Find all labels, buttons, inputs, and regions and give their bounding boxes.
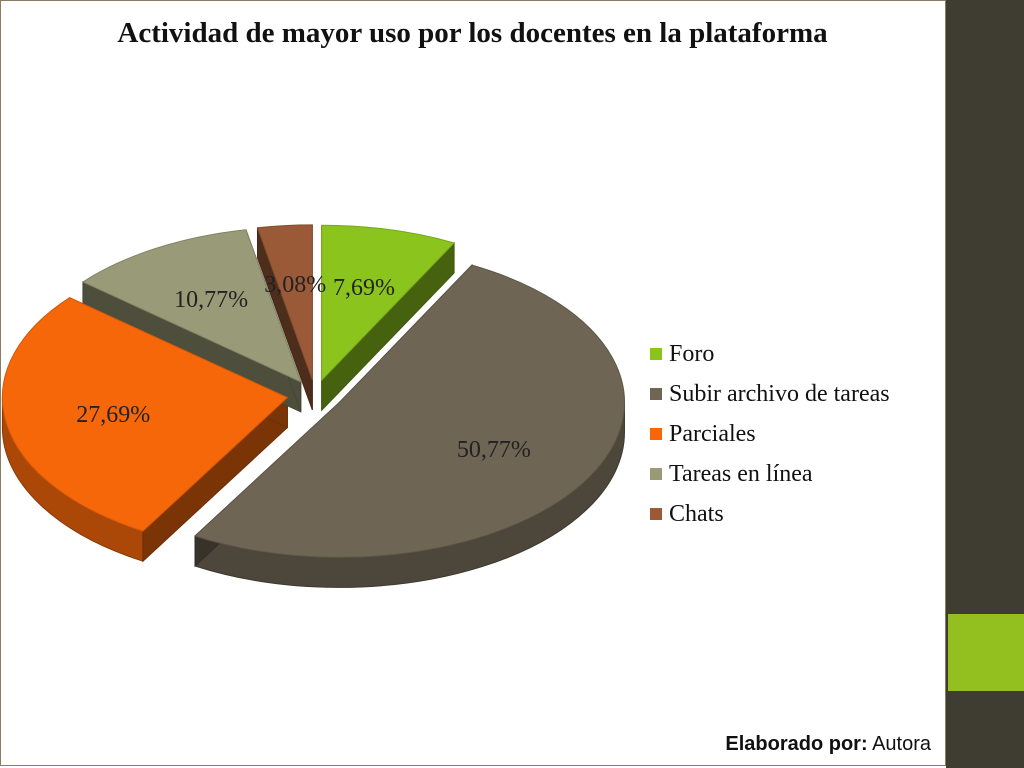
legend-label: Foro (669, 340, 715, 367)
data-label-parciales: 27,69% (76, 402, 150, 428)
legend-item: Chats (650, 494, 945, 534)
legend-swatch (650, 508, 662, 520)
legend-item: Parciales (650, 414, 945, 454)
legend-label: Tareas en línea (669, 460, 813, 487)
chart-legend: Foro Subir archivo de tareas Parciales Tare… (650, 334, 945, 534)
data-label-foro: 7,69% (333, 275, 395, 301)
legend-label: Parciales (669, 420, 756, 447)
data-label-subir-archivo-de-tareas: 50,77% (457, 437, 531, 463)
pie-top-layer (1, 224, 625, 558)
legend-label: Chats (669, 500, 724, 527)
legend-item: Foro (650, 334, 945, 374)
pie-slice-chats (256, 224, 313, 381)
pie-slice-subir-archivo-de-tareas (194, 264, 625, 558)
credit-label: Elaborado por: (725, 733, 868, 755)
pie-label-layer: 7,69% 50,77% 27,69% 10,77% 3,08% (76, 272, 531, 463)
data-label-chats: 3,08% (264, 272, 326, 298)
chart-title: Actividad de mayor uso por los docentes … (117, 17, 828, 49)
legend-item: Tareas en línea (650, 454, 945, 494)
legend-swatch (650, 468, 662, 480)
decorative-accent-block (948, 614, 1024, 691)
credit-line: Elaborado por: Autora (725, 733, 931, 756)
credit-value: Autora (872, 733, 931, 755)
pie-slice-tareas-en-linea (81, 229, 302, 383)
pie-chart: 7,69% 50,77% 27,69% 10,77% 3,08% (1, 224, 625, 588)
legend-swatch (650, 388, 662, 400)
legend-swatch (650, 428, 662, 440)
legend-item: Subir archivo de tareas (650, 374, 945, 414)
pie-slice-foro (321, 224, 456, 382)
legend-swatch (650, 348, 662, 360)
data-label-tareas-en-linea: 10,77% (174, 287, 248, 313)
legend-label: Subir archivo de tareas (669, 380, 890, 407)
pie-slice-parciales (1, 297, 289, 532)
